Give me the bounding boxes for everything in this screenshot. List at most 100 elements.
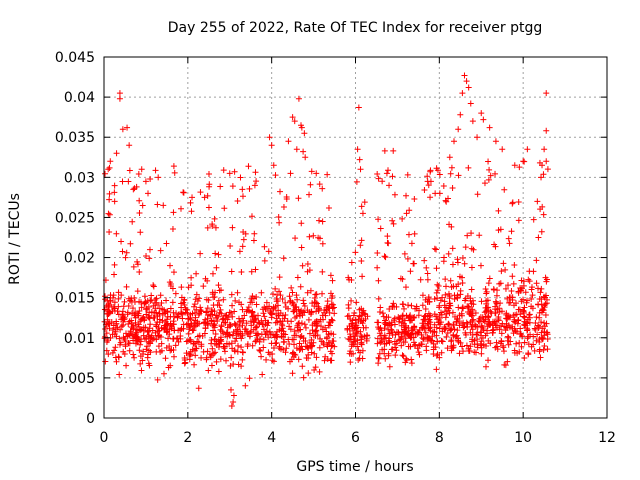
data-point [134, 288, 141, 295]
data-point [106, 297, 113, 304]
data-point [294, 296, 301, 303]
data-point [525, 316, 532, 323]
data-point [435, 283, 442, 290]
data-point [518, 298, 525, 305]
data-point [534, 322, 541, 329]
data-point [521, 354, 528, 361]
data-point [306, 233, 313, 240]
data-point [156, 316, 163, 323]
data-point [296, 346, 303, 353]
data-point [464, 323, 471, 330]
data-point [308, 309, 315, 316]
data-point [515, 217, 522, 224]
data-point [224, 316, 231, 323]
y-tick-label: 0.035 [55, 130, 95, 146]
data-point [289, 289, 296, 296]
data-point [153, 309, 160, 316]
data-point [401, 305, 408, 312]
data-point [426, 313, 433, 320]
data-point [252, 315, 259, 322]
data-point [481, 318, 488, 325]
data-point [490, 326, 497, 333]
data-point [194, 333, 201, 340]
data-point [106, 190, 113, 197]
data-point [329, 277, 336, 284]
data-point [135, 170, 142, 177]
data-point [381, 253, 388, 260]
data-point [204, 320, 211, 327]
data-point [444, 330, 451, 336]
data-point [309, 327, 316, 334]
data-point [499, 146, 506, 153]
data-point [357, 242, 364, 249]
data-point [210, 327, 217, 334]
data-point [419, 335, 426, 342]
data-point [504, 324, 511, 331]
data-point [166, 343, 173, 350]
data-point [137, 229, 144, 236]
data-point [286, 293, 293, 300]
data-point [109, 349, 116, 356]
data-point [535, 301, 542, 308]
data-point [482, 286, 489, 293]
data-point [289, 114, 296, 121]
data-point [415, 312, 422, 319]
data-point [237, 174, 244, 181]
data-point [224, 324, 231, 331]
data-point [152, 167, 159, 174]
data-point [540, 171, 547, 178]
data-point [123, 283, 130, 290]
data-point [382, 355, 389, 362]
data-point [409, 327, 416, 334]
data-point [198, 354, 205, 361]
data-point [230, 328, 237, 335]
data-point [153, 336, 160, 343]
data-point [459, 305, 466, 312]
data-point [324, 343, 331, 350]
data-point [268, 314, 275, 321]
data-point [253, 323, 260, 330]
data-point [381, 332, 388, 339]
data-point [490, 286, 497, 293]
data-point [298, 307, 305, 314]
data-point [359, 273, 366, 280]
data-point [377, 339, 384, 346]
data-point [481, 180, 488, 187]
data-point [211, 322, 218, 329]
data-point [175, 327, 182, 334]
data-point [427, 168, 434, 175]
data-point [234, 326, 241, 333]
data-point [429, 333, 436, 340]
data-point [295, 195, 302, 202]
data-point [436, 312, 443, 319]
data-point [122, 254, 129, 261]
data-point [485, 304, 492, 311]
data-point [249, 299, 256, 306]
data-point [374, 319, 381, 326]
data-point [311, 366, 318, 373]
data-point [230, 398, 237, 405]
data-point [358, 203, 365, 210]
data-point [375, 175, 382, 182]
data-point [106, 229, 113, 236]
data-point [270, 162, 277, 169]
data-point [493, 300, 500, 307]
data-point [538, 319, 545, 326]
data-point [470, 316, 477, 323]
data-point [433, 265, 440, 272]
data-point [140, 348, 147, 355]
data-point [442, 325, 449, 332]
data-point [146, 309, 153, 316]
data-point [509, 199, 516, 206]
data-point [356, 156, 363, 163]
data-point [482, 342, 489, 349]
data-point [405, 231, 412, 238]
data-point [172, 290, 179, 297]
data-point [153, 295, 160, 302]
data-point [325, 322, 332, 329]
data-point [263, 356, 270, 363]
data-point [431, 245, 438, 252]
data-point [528, 343, 535, 350]
data-point [308, 336, 315, 343]
x-tick-label: 8 [435, 430, 444, 446]
